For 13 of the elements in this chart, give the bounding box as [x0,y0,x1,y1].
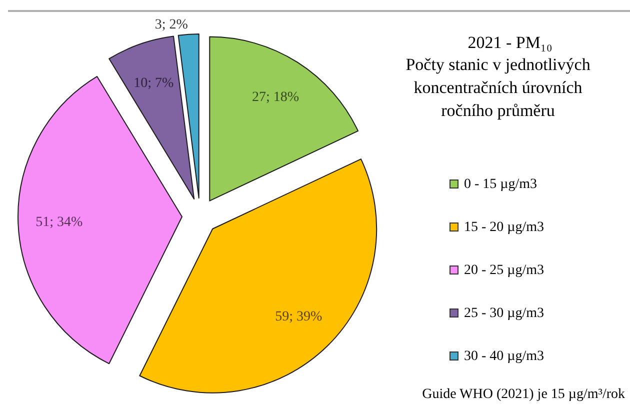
legend-label: 15 - 20 µg/m3 [464,220,544,235]
legend-label: 20 - 25 µg/m3 [464,263,544,278]
data-label: 3; 2% [154,17,188,32]
data-label: 27; 18% [252,90,300,105]
text: Guide WHO (2021) je 15 µg/m³/rok [422,387,625,402]
data-label: 51; 34% [36,214,83,230]
text: 2021 - PM₁₀ [468,33,552,52]
legend-label: 0 - 15 µg/m3 [464,177,538,192]
text: Počty stanic v jednotlivých koncentračních úrovních ročního průměru [406,55,591,120]
data-label: 10; 7% [134,76,174,91]
legend-label: 30 - 40 µg/m3 [464,349,544,364]
legend-label: 25 - 30 µg/m3 [464,306,544,321]
data-label: 59; 39% [275,310,323,325]
